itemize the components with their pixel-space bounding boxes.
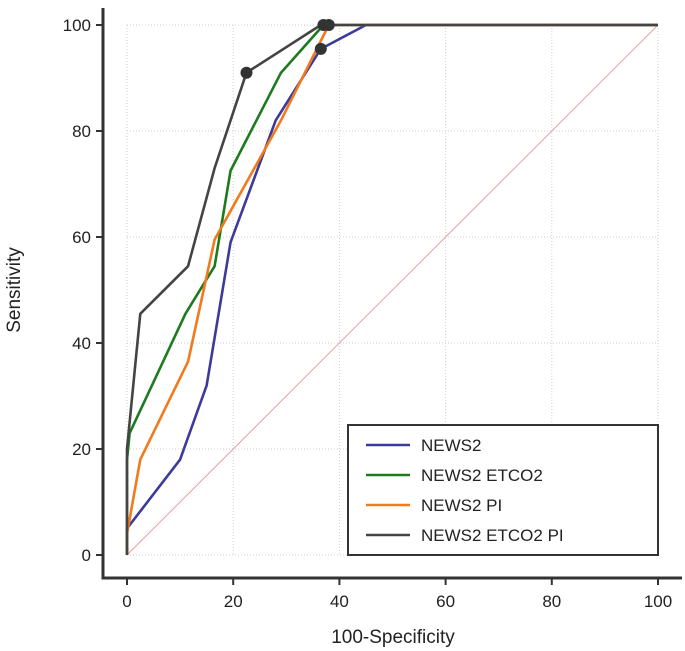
legend: NEWS2 NEWS2 ETCO2 NEWS2 PI NEWS2 ETCO2 PI <box>347 424 659 556</box>
legend-label-4: NEWS2 ETCO2 PI <box>421 526 564 545</box>
series-lines <box>125 23 658 555</box>
y-tick-label-80: 80 <box>72 122 91 141</box>
series-line-3 <box>125 23 658 555</box>
y-tick-label-60: 60 <box>72 228 91 247</box>
legend-label-3: NEWS2 PI <box>421 496 502 515</box>
x-tick-label-60: 60 <box>436 592 455 611</box>
y-axis-title: Sensitivity <box>4 247 25 333</box>
reference-diagonal <box>126 24 659 556</box>
series-marker-4 <box>240 66 253 79</box>
x-tick-label-40: 40 <box>330 592 349 611</box>
legend-box <box>347 424 659 556</box>
x-tick-label-100: 100 <box>644 592 672 611</box>
x-tick-label-20: 20 <box>224 592 243 611</box>
y-tick-label-20: 20 <box>72 440 91 459</box>
legend-label-1: NEWS2 <box>421 436 481 455</box>
series-line-1 <box>125 23 658 555</box>
y-tick-label-0: 0 <box>82 546 91 565</box>
y-tick-label-100: 100 <box>63 16 91 35</box>
series-marker-1 <box>314 42 327 55</box>
reference-line <box>126 24 659 556</box>
x-tick-label-0: 0 <box>122 592 131 611</box>
tick-labels: 0 20 40 60 80 100 0 20 40 60 80 100 <box>63 16 673 611</box>
x-axis-title: 100-Specificity <box>331 627 455 648</box>
series-line-4 <box>125 23 658 555</box>
series-markers <box>240 19 335 79</box>
series-marker-3 <box>322 19 335 31</box>
y-tick-label-40: 40 <box>72 334 91 353</box>
axes <box>96 8 682 585</box>
x-tick-label-80: 80 <box>542 592 561 611</box>
legend-label-2: NEWS2 ETCO2 <box>421 466 543 485</box>
